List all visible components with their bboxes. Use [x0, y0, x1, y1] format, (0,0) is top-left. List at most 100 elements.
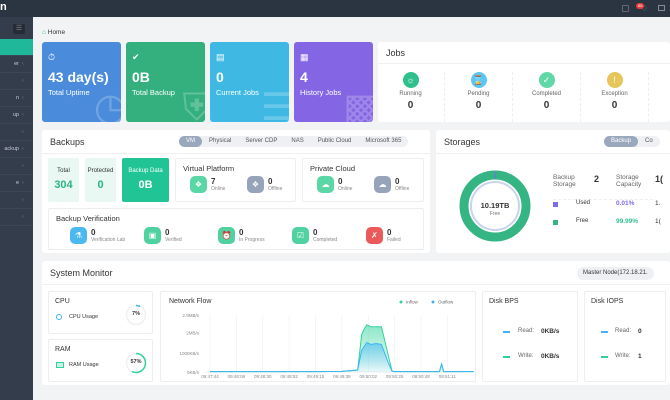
- running-icon: ☼: [402, 72, 419, 88]
- stopwatch-watermark-icon: ◷: [93, 87, 121, 122]
- private-offline[interactable]: ☁ 0 Offline: [374, 176, 409, 193]
- disk-bps-title: Disk BPS: [489, 298, 519, 305]
- sidebar-item[interactable]: ‹: [0, 124, 33, 141]
- verification-label: Failed: [387, 237, 401, 243]
- ram-icon: [56, 362, 64, 368]
- x-tick-label: 09:50:02: [359, 374, 377, 379]
- sidebar-item[interactable]: ‹: [0, 158, 33, 175]
- x-tick-label: 09:51:11: [439, 374, 457, 379]
- job-status-label: Pending: [467, 91, 490, 97]
- job-status-label: Exception: [601, 91, 628, 97]
- sidebar-item[interactable]: [0, 39, 33, 56]
- breadcrumb[interactable]: ⌂ Home: [42, 29, 65, 36]
- virtual-online[interactable]: ❖ 7 Online: [190, 176, 225, 193]
- total-box: Total 304: [48, 158, 79, 202]
- sidebar-item[interactable]: n ‹: [0, 90, 33, 107]
- tab-copy[interactable]: Co: [645, 138, 653, 144]
- sidebar-item[interactable]: ‹: [0, 192, 33, 209]
- sidebar-item[interactable]: e ‹: [0, 175, 33, 192]
- tab-nas[interactable]: NAS: [291, 138, 304, 144]
- legend-marker-inflow: [399, 300, 403, 304]
- job-status-running[interactable]: ☼ Running 0: [377, 72, 445, 122]
- stat-card-label: Total Backup: [132, 88, 175, 97]
- storage-donut: [459, 170, 531, 242]
- verification-stat[interactable]: ⚗ 0 Verification Lab: [70, 227, 125, 244]
- stat-card[interactable]: ▦ 4 History Jobs ▩: [294, 42, 373, 122]
- chevron-left-icon: ‹: [22, 61, 24, 67]
- sidebar-item-label: e: [15, 180, 19, 186]
- verification-stat[interactable]: ✗ 0 Failed: [366, 227, 401, 244]
- sidebar-item[interactable]: ackup ‹: [0, 141, 33, 158]
- chart-icon: ▦: [300, 52, 309, 62]
- tab-vm[interactable]: VM: [179, 136, 202, 147]
- cpu-usage-label: CPU Usage: [69, 314, 99, 320]
- read-legend-icon: [503, 331, 510, 333]
- tab-physical[interactable]: Physical: [209, 138, 232, 144]
- disk-bps-read-value: 0KB/s: [541, 328, 560, 335]
- stat-card[interactable]: ✔ 0B Total Backup ⛨: [126, 42, 205, 122]
- top-bar: n ♢ 66: [0, 0, 670, 17]
- verification-stat[interactable]: ▣ 0 Verified: [144, 227, 182, 244]
- cpu-title: CPU: [55, 298, 70, 305]
- grid-icon[interactable]: [622, 5, 629, 12]
- x-tick-label: 09:48:30: [254, 374, 272, 379]
- sidebar-item[interactable]: ‹: [0, 209, 33, 226]
- verification-stat[interactable]: ⏰ 0 In Progress: [218, 227, 265, 244]
- sidebar-item-label: er: [14, 61, 19, 67]
- x-tick-label: 09:48:06: [228, 374, 246, 379]
- tab-backup[interactable]: Backup: [604, 136, 639, 147]
- verification-stat[interactable]: ☑ 0 Completed: [292, 227, 337, 244]
- ram-title: RAM: [55, 346, 71, 353]
- private-offline-label: Offline: [395, 186, 410, 192]
- stat-card-label: Current Jobs: [216, 88, 259, 97]
- legend-marker-outflow: [431, 300, 435, 304]
- tab-public-cloud[interactable]: Public Cloud: [317, 138, 352, 144]
- tab-server-cdp[interactable]: Server CDP: [245, 138, 278, 144]
- stat-card[interactable]: ⏱ 43 day(s) Total Uptime ◷: [42, 42, 121, 122]
- job-status-label: Completed: [531, 91, 561, 97]
- shield-icon: ✔: [132, 52, 140, 62]
- job-status-exception[interactable]: ! Exception 0: [581, 72, 649, 122]
- free-percent: 99.99%: [616, 218, 639, 225]
- chevron-left-icon: ‹: [22, 180, 24, 186]
- node-select[interactable]: Master Node(172.18.21.: [577, 267, 654, 280]
- storage-tabs: Backup Co: [604, 136, 660, 147]
- sidebar-item[interactable]: er ‹: [0, 56, 33, 73]
- virtual-offline-label: Offline: [268, 186, 283, 192]
- jobs-title: Jobs: [378, 42, 670, 64]
- virtual-platform-box: Virtual Platform ❖ 7 Online ❖ 0 Offline: [175, 158, 296, 202]
- job-status-pending[interactable]: ⌛ Pending 0: [445, 72, 513, 122]
- virtual-platform-title: Virtual Platform: [183, 164, 235, 173]
- bell-icon[interactable]: ♢: [641, 4, 649, 13]
- ram-usage-value: 57%: [130, 359, 142, 365]
- menu-toggle-icon[interactable]: ☰: [13, 24, 25, 34]
- disk-bps-box: Disk BPS Read: 0KB/s Write: 0KB/s: [482, 291, 578, 382]
- tab-microsoft-365[interactable]: Microsoft 365: [365, 138, 402, 144]
- completed-icon: ✓: [538, 72, 555, 88]
- breadcrumb-home[interactable]: Home: [47, 29, 66, 36]
- sidebar-item-label: ackup: [4, 146, 19, 152]
- sidebar-item[interactable]: up ‹: [0, 107, 33, 124]
- private-online[interactable]: ☁ 0 Online: [317, 176, 352, 193]
- sidebar-item[interactable]: ‹: [0, 73, 33, 90]
- stat-card[interactable]: ▤ 0 Current Jobs ☰: [210, 42, 289, 122]
- backup-type-tabs: VM Physical Server CDP NAS Public Cloud Micro…: [179, 136, 409, 147]
- chevron-left-icon: ‹: [22, 129, 24, 135]
- ram-gauge-fill: [125, 352, 147, 374]
- job-status-completed[interactable]: ✓ Completed 0: [513, 72, 581, 122]
- private-online-label: Online: [338, 186, 353, 192]
- monitor-icon[interactable]: [658, 5, 665, 11]
- verification-label: Completed: [313, 237, 338, 243]
- ram-usage-label: RAM Usage: [69, 362, 99, 368]
- x-tick-label: 09:47:44: [201, 374, 219, 379]
- virtual-online-value: 7: [211, 177, 216, 186]
- shield-watermark-icon: ⛨: [182, 87, 205, 122]
- verification-label: Verification Lab: [91, 237, 126, 243]
- free-swatch: [553, 220, 558, 225]
- x-tick-label: 09:50:25: [386, 374, 404, 379]
- disk-iops-title: Disk IOPS: [591, 298, 624, 305]
- storages-panel: Storages Backup Co 10.19TB Free Backup S…: [436, 130, 670, 253]
- chevron-left-icon: ‹: [22, 95, 24, 101]
- monitor-icon: ▣: [144, 227, 161, 244]
- virtual-offline[interactable]: ❖ 0 Offline: [247, 176, 282, 193]
